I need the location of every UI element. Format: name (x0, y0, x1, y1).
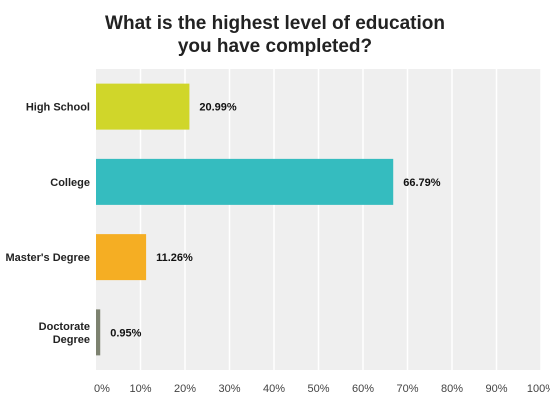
bar-value-label: 11.26% (156, 252, 193, 264)
x-tick-label: 100% (527, 383, 550, 395)
category-label: College (50, 177, 90, 189)
x-tick-label: 30% (218, 383, 240, 395)
bar (96, 234, 147, 281)
bar-value-label: 0.95% (110, 327, 141, 339)
chart-title-line-2: you have completed? (177, 36, 373, 57)
chart-title: What is the highest level of education y… (40, 12, 510, 58)
x-tick-label: 40% (263, 383, 285, 395)
x-tick-label: 60% (352, 383, 374, 395)
bar (96, 158, 394, 205)
category-label: Degree (53, 334, 90, 346)
x-tick-label: 70% (396, 383, 418, 395)
category-label: Doctorate (39, 321, 90, 333)
chart-title-line-1: What is the highest level of education (105, 13, 445, 34)
x-tick-label: 10% (129, 383, 151, 395)
bar-value-label: 20.99% (199, 102, 237, 114)
bar (96, 83, 190, 130)
category-label: Master's Degree (5, 252, 90, 264)
x-tick-label: 0% (94, 383, 110, 395)
x-tick-label: 80% (441, 383, 463, 395)
x-tick-label: 90% (485, 383, 507, 395)
category-label: High School (26, 102, 90, 114)
bar-value-label: 66.79% (403, 177, 441, 189)
bar (96, 309, 101, 356)
x-tick-label: 20% (174, 383, 196, 395)
x-tick-label: 50% (307, 383, 329, 395)
